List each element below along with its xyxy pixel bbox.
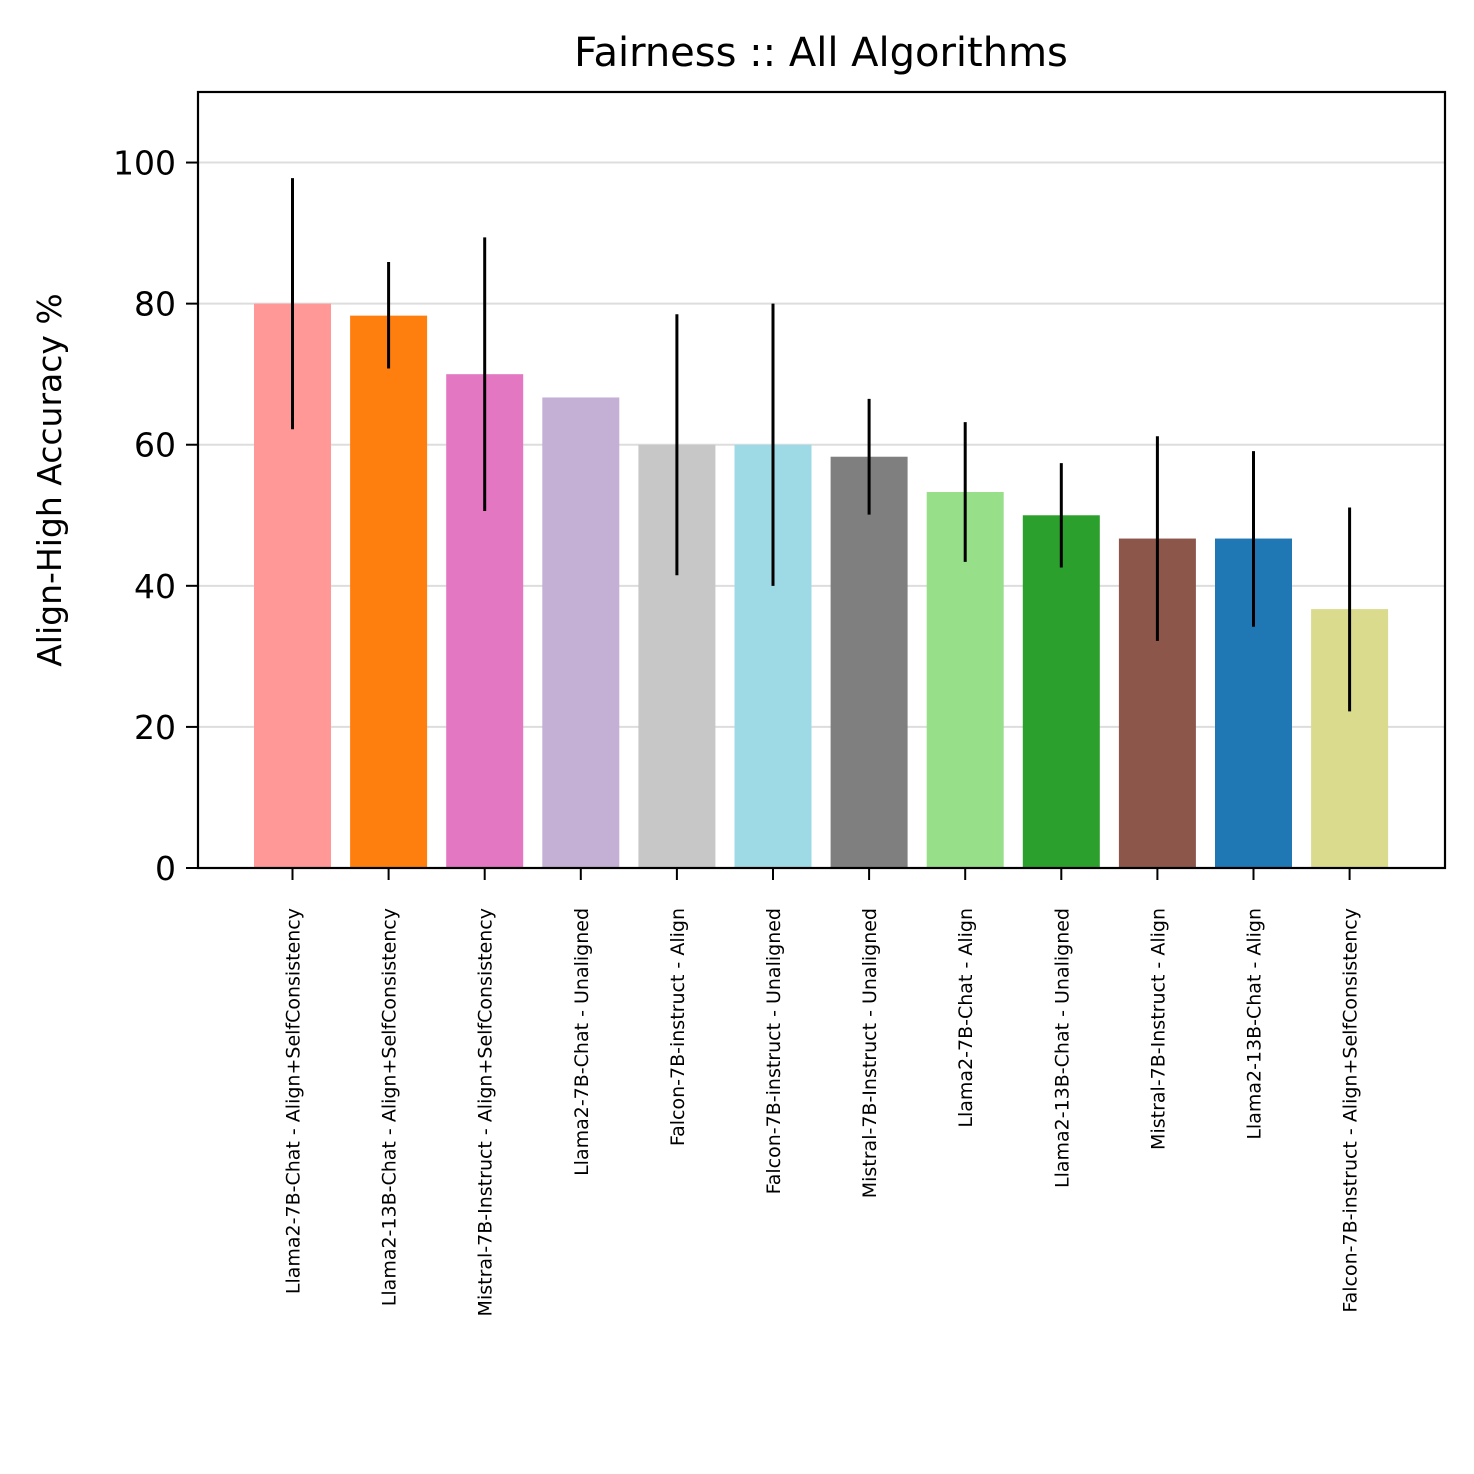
y-tick-label: 20	[134, 708, 176, 747]
chart-title: Fairness :: All Algorithms	[574, 30, 1068, 76]
bar	[542, 397, 620, 868]
x-tick-label: Falcon-7B-instruct - Unaligned	[763, 908, 785, 1194]
y-tick-label: 40	[134, 567, 176, 606]
x-tick-label: Llama2-13B-Chat - Unaligned	[1051, 908, 1073, 1188]
plot-frame	[196, 90, 1447, 870]
y-tick-label: 0	[155, 849, 176, 888]
bar	[350, 315, 428, 868]
error-bars	[291, 178, 1352, 712]
x-tick-label: Llama2-13B-Chat - Align	[1244, 908, 1266, 1140]
x-tick-label: Mistral-7B-Instruct - Align	[1147, 908, 1169, 1150]
x-tick-label: Falcon-7B-instruct - Align	[667, 908, 689, 1146]
x-tick-label: Mistral-7B-Instruct - Align+SelfConsiste…	[475, 908, 497, 1316]
x-tick-label: Llama2-7B-Chat - Align+SelfConsistency	[283, 908, 305, 1294]
bar	[830, 456, 908, 868]
x-tick-label: Mistral-7B-Instruct - Unaligned	[859, 908, 881, 1198]
x-axis-ticks: Llama2-7B-Chat - Align+SelfConsistency Ll…	[283, 868, 1362, 1316]
bars	[254, 303, 1389, 868]
y-tick-label: 60	[134, 426, 176, 465]
y-tick-label: 100	[113, 144, 176, 183]
y-axis-label: Align-High Accuracy %	[30, 293, 69, 667]
x-tick-label: Llama2-7B-Chat - Unaligned	[571, 908, 593, 1176]
y-tick-label: 80	[134, 285, 176, 324]
bar	[1022, 515, 1100, 868]
x-tick-label: Llama2-13B-Chat - Align+SelfConsistency	[379, 908, 401, 1306]
y-axis-ticks: 0 20 40 60 80 100	[113, 144, 198, 888]
x-tick-label: Falcon-7B-instruct - Align+SelfConsisten…	[1340, 908, 1362, 1313]
x-tick-label: Llama2-7B-Chat - Align	[955, 908, 977, 1128]
